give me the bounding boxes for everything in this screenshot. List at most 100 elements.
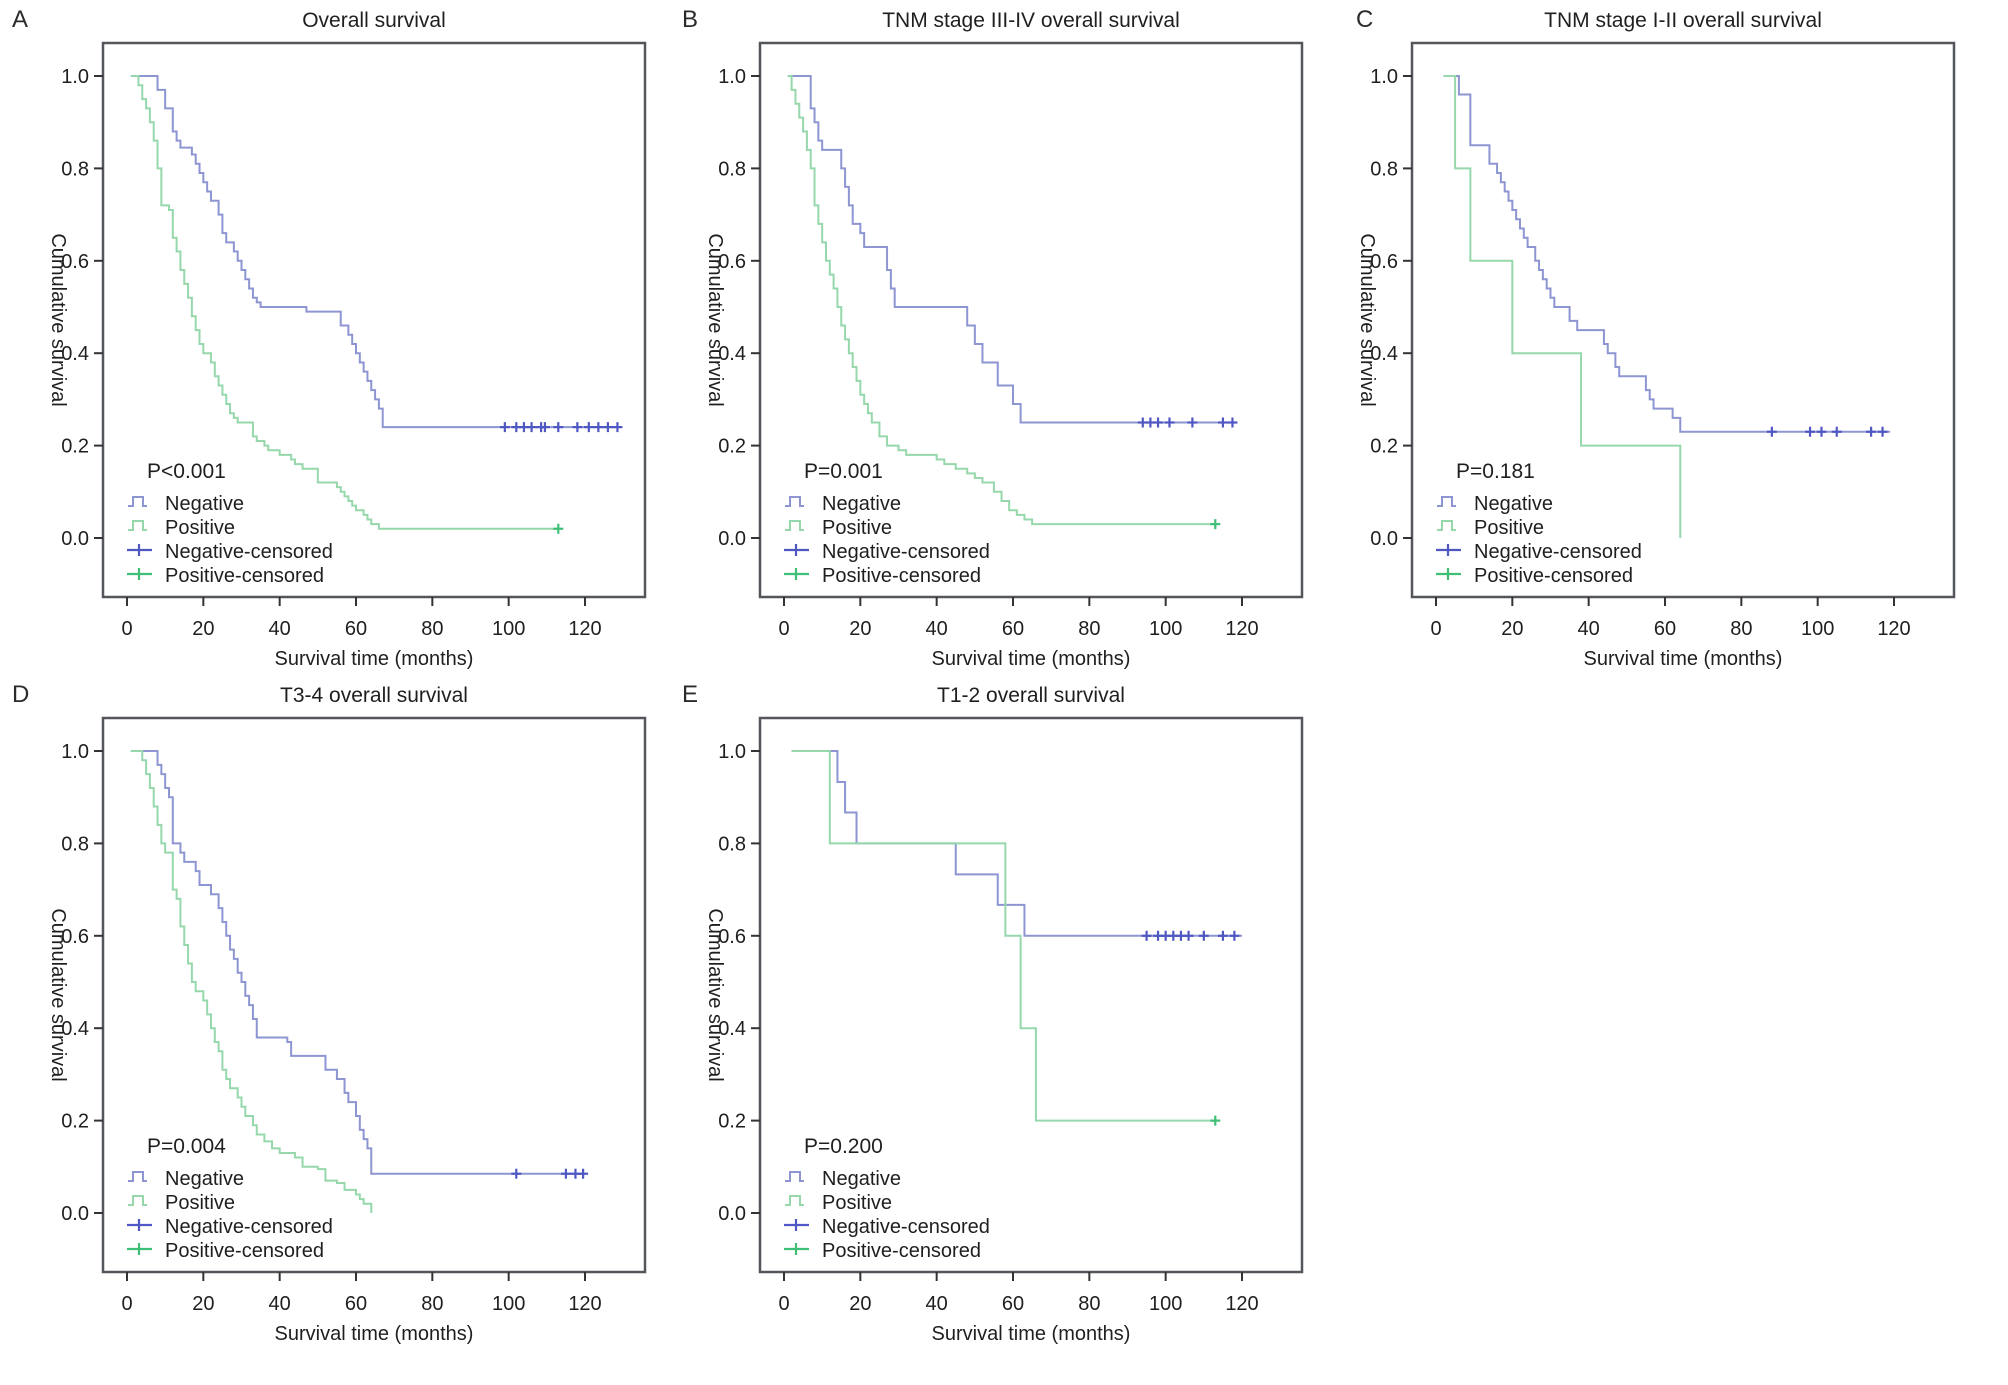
- p-value-label: P=0.001: [804, 460, 883, 483]
- x-tick-label: 20: [849, 1293, 871, 1315]
- y-tick-label: 0.0: [718, 1203, 746, 1225]
- x-tick-label: 40: [926, 618, 948, 640]
- x-tick-label: 120: [1877, 618, 1910, 640]
- y-tick-label: 0.4: [718, 1018, 746, 1040]
- y-tick-label: 0.2: [61, 436, 89, 458]
- p-value-label: P=0.200: [804, 1135, 883, 1158]
- y-tick-label: 0.8: [718, 833, 746, 855]
- panel-tnm-1-2-survival: C TNM stage I-II overall survival 1.0 0.8…: [1309, 0, 2008, 672]
- x-tick-label: 20: [192, 618, 214, 640]
- x-tick-label: 40: [1578, 618, 1600, 640]
- legend-step-icon: [785, 1195, 804, 1206]
- x-axis-label: Survival time (months): [1584, 648, 1783, 670]
- legend-step-icon: [785, 496, 804, 507]
- x-tick-label: 120: [1225, 618, 1258, 640]
- km-curve-negative: [1443, 75, 1891, 433]
- panel-title: T3-4 overall survival: [280, 684, 468, 707]
- km-plot-overall: 1.0 0.8 0.6 0.4 0.2 0.0 0 20 40 60 80 100 120 Surviva…: [47, 41, 647, 670]
- x-tick-label: 100: [492, 618, 525, 640]
- legend-label: Negative-censored: [165, 541, 333, 563]
- y-tick-label: 0.8: [61, 158, 89, 180]
- y-tick-label: 0.6: [1370, 251, 1398, 273]
- x-tick-label: 20: [192, 1293, 214, 1315]
- legend-label: Positive: [1474, 517, 1544, 539]
- x-tick-label: 80: [1078, 1293, 1100, 1315]
- panel-overall-survival: A Overall survival 1.0 0.8 0.6 0.4 0.2 0.0 0 20…: [0, 0, 670, 672]
- x-tick-label: 80: [1078, 618, 1100, 640]
- panel-letter: E: [682, 681, 699, 708]
- legend-label: Positive: [822, 517, 892, 539]
- km-plot-tnm-3-4: 1.0 0.8 0.6 0.4 0.2 0.0 0 20 40 60 80 100 120 Surviva…: [704, 41, 1304, 670]
- legend-label: Negative: [822, 493, 901, 515]
- x-axis-label: Survival time (months): [932, 648, 1131, 670]
- km-curve-negative: [787, 75, 1227, 424]
- legend-label: Negative-censored: [822, 1216, 990, 1238]
- y-tick-label: 1.0: [61, 66, 89, 88]
- y-axis-label: Cumulative survival: [704, 908, 726, 1081]
- x-tick-label: 100: [1149, 1293, 1182, 1315]
- y-tick-label: 1.0: [718, 741, 746, 763]
- p-value-label: P<0.001: [147, 460, 226, 483]
- km-plot-t3-4: 1.0 0.8 0.6 0.4 0.2 0.0 0 20 40 60 80 100 120 Surviva…: [47, 716, 647, 1345]
- legend-label: Positive: [822, 1192, 892, 1214]
- y-tick-label: 0.8: [61, 833, 89, 855]
- legend-label: Positive-censored: [822, 1240, 981, 1262]
- plot-border: [101, 41, 647, 599]
- y-tick-label: 1.0: [1370, 66, 1398, 88]
- x-tick-label: 0: [121, 618, 132, 640]
- y-tick-label: 0.0: [61, 1203, 89, 1225]
- km-curve-positive: [130, 75, 559, 530]
- panel-title: TNM stage III-IV overall survival: [882, 9, 1180, 32]
- legend-label: Negative: [1474, 493, 1553, 515]
- panel-title: Overall survival: [302, 9, 446, 32]
- y-tick-label: 0.4: [61, 343, 89, 365]
- y-tick-label: 0.4: [1370, 343, 1398, 365]
- legend-label: Positive: [165, 1192, 235, 1214]
- panel-tnm-3-4-survival: B TNM stage III-IV overall survival 1.0 0…: [657, 0, 1334, 672]
- legend-label: Positive-censored: [1474, 565, 1633, 587]
- y-tick-label: 0.6: [61, 251, 89, 273]
- x-tick-label: 0: [121, 1293, 132, 1315]
- x-tick-label: 0: [778, 618, 789, 640]
- plot-border: [758, 716, 1304, 1274]
- km-curve-positive: [1443, 75, 1682, 538]
- y-tick-label: 0.2: [61, 1111, 89, 1133]
- y-tick-label: 1.0: [718, 66, 746, 88]
- y-tick-label: 0.6: [718, 251, 746, 273]
- panel-letter: A: [12, 6, 29, 33]
- x-tick-label: 80: [421, 1293, 443, 1315]
- x-tick-label: 100: [1801, 618, 1834, 640]
- x-tick-label: 100: [1149, 618, 1182, 640]
- km-curve-positive: [791, 750, 1216, 1122]
- x-tick-label: 60: [1002, 618, 1024, 640]
- y-axis-label: Cumulative survival: [704, 233, 726, 406]
- panel-letter: D: [12, 681, 30, 708]
- y-tick-label: 0.6: [61, 926, 89, 948]
- y-axis-label: Cumulative survival: [47, 908, 69, 1081]
- km-curve-positive: [130, 750, 373, 1213]
- x-tick-label: 40: [926, 1293, 948, 1315]
- panel-title: T1-2 overall survival: [937, 684, 1125, 707]
- p-value-label: P=0.004: [147, 1135, 226, 1158]
- x-axis-label: Survival time (months): [275, 648, 474, 670]
- y-tick-label: 0.0: [718, 528, 746, 550]
- legend-label: Negative: [822, 1168, 901, 1190]
- p-value-label: P=0.181: [1456, 460, 1535, 483]
- km-plot-tnm-1-2: 1.0 0.8 0.6 0.4 0.2 0.0 0 20 40 60 80 100 120 Surviva…: [1356, 41, 1956, 670]
- legend-label: Positive-censored: [822, 565, 981, 587]
- legend-label: Positive-censored: [165, 565, 324, 587]
- panel-t1-2-survival: E T1-2 overall survival 1.0 0.8 0.6 0.4 0.2 0…: [657, 675, 1334, 1385]
- legend-step-icon: [128, 496, 147, 507]
- x-tick-label: 80: [421, 618, 443, 640]
- x-tick-label: 0: [1430, 618, 1441, 640]
- x-tick-label: 40: [269, 1293, 291, 1315]
- x-tick-label: 60: [1002, 1293, 1024, 1315]
- y-tick-label: 0.2: [718, 436, 746, 458]
- km-plot-t1-2: 1.0 0.8 0.6 0.4 0.2 0.0 0 20 40 60 80 100 120 Surviva…: [704, 716, 1304, 1345]
- panel-t3-4-survival: D T3-4 overall survival 1.0 0.8 0.6 0.4 0.2 0…: [0, 675, 670, 1385]
- legend-step-icon: [785, 520, 804, 531]
- legend-step-icon: [1437, 520, 1456, 531]
- x-tick-label: 40: [269, 618, 291, 640]
- y-tick-label: 0.0: [1370, 528, 1398, 550]
